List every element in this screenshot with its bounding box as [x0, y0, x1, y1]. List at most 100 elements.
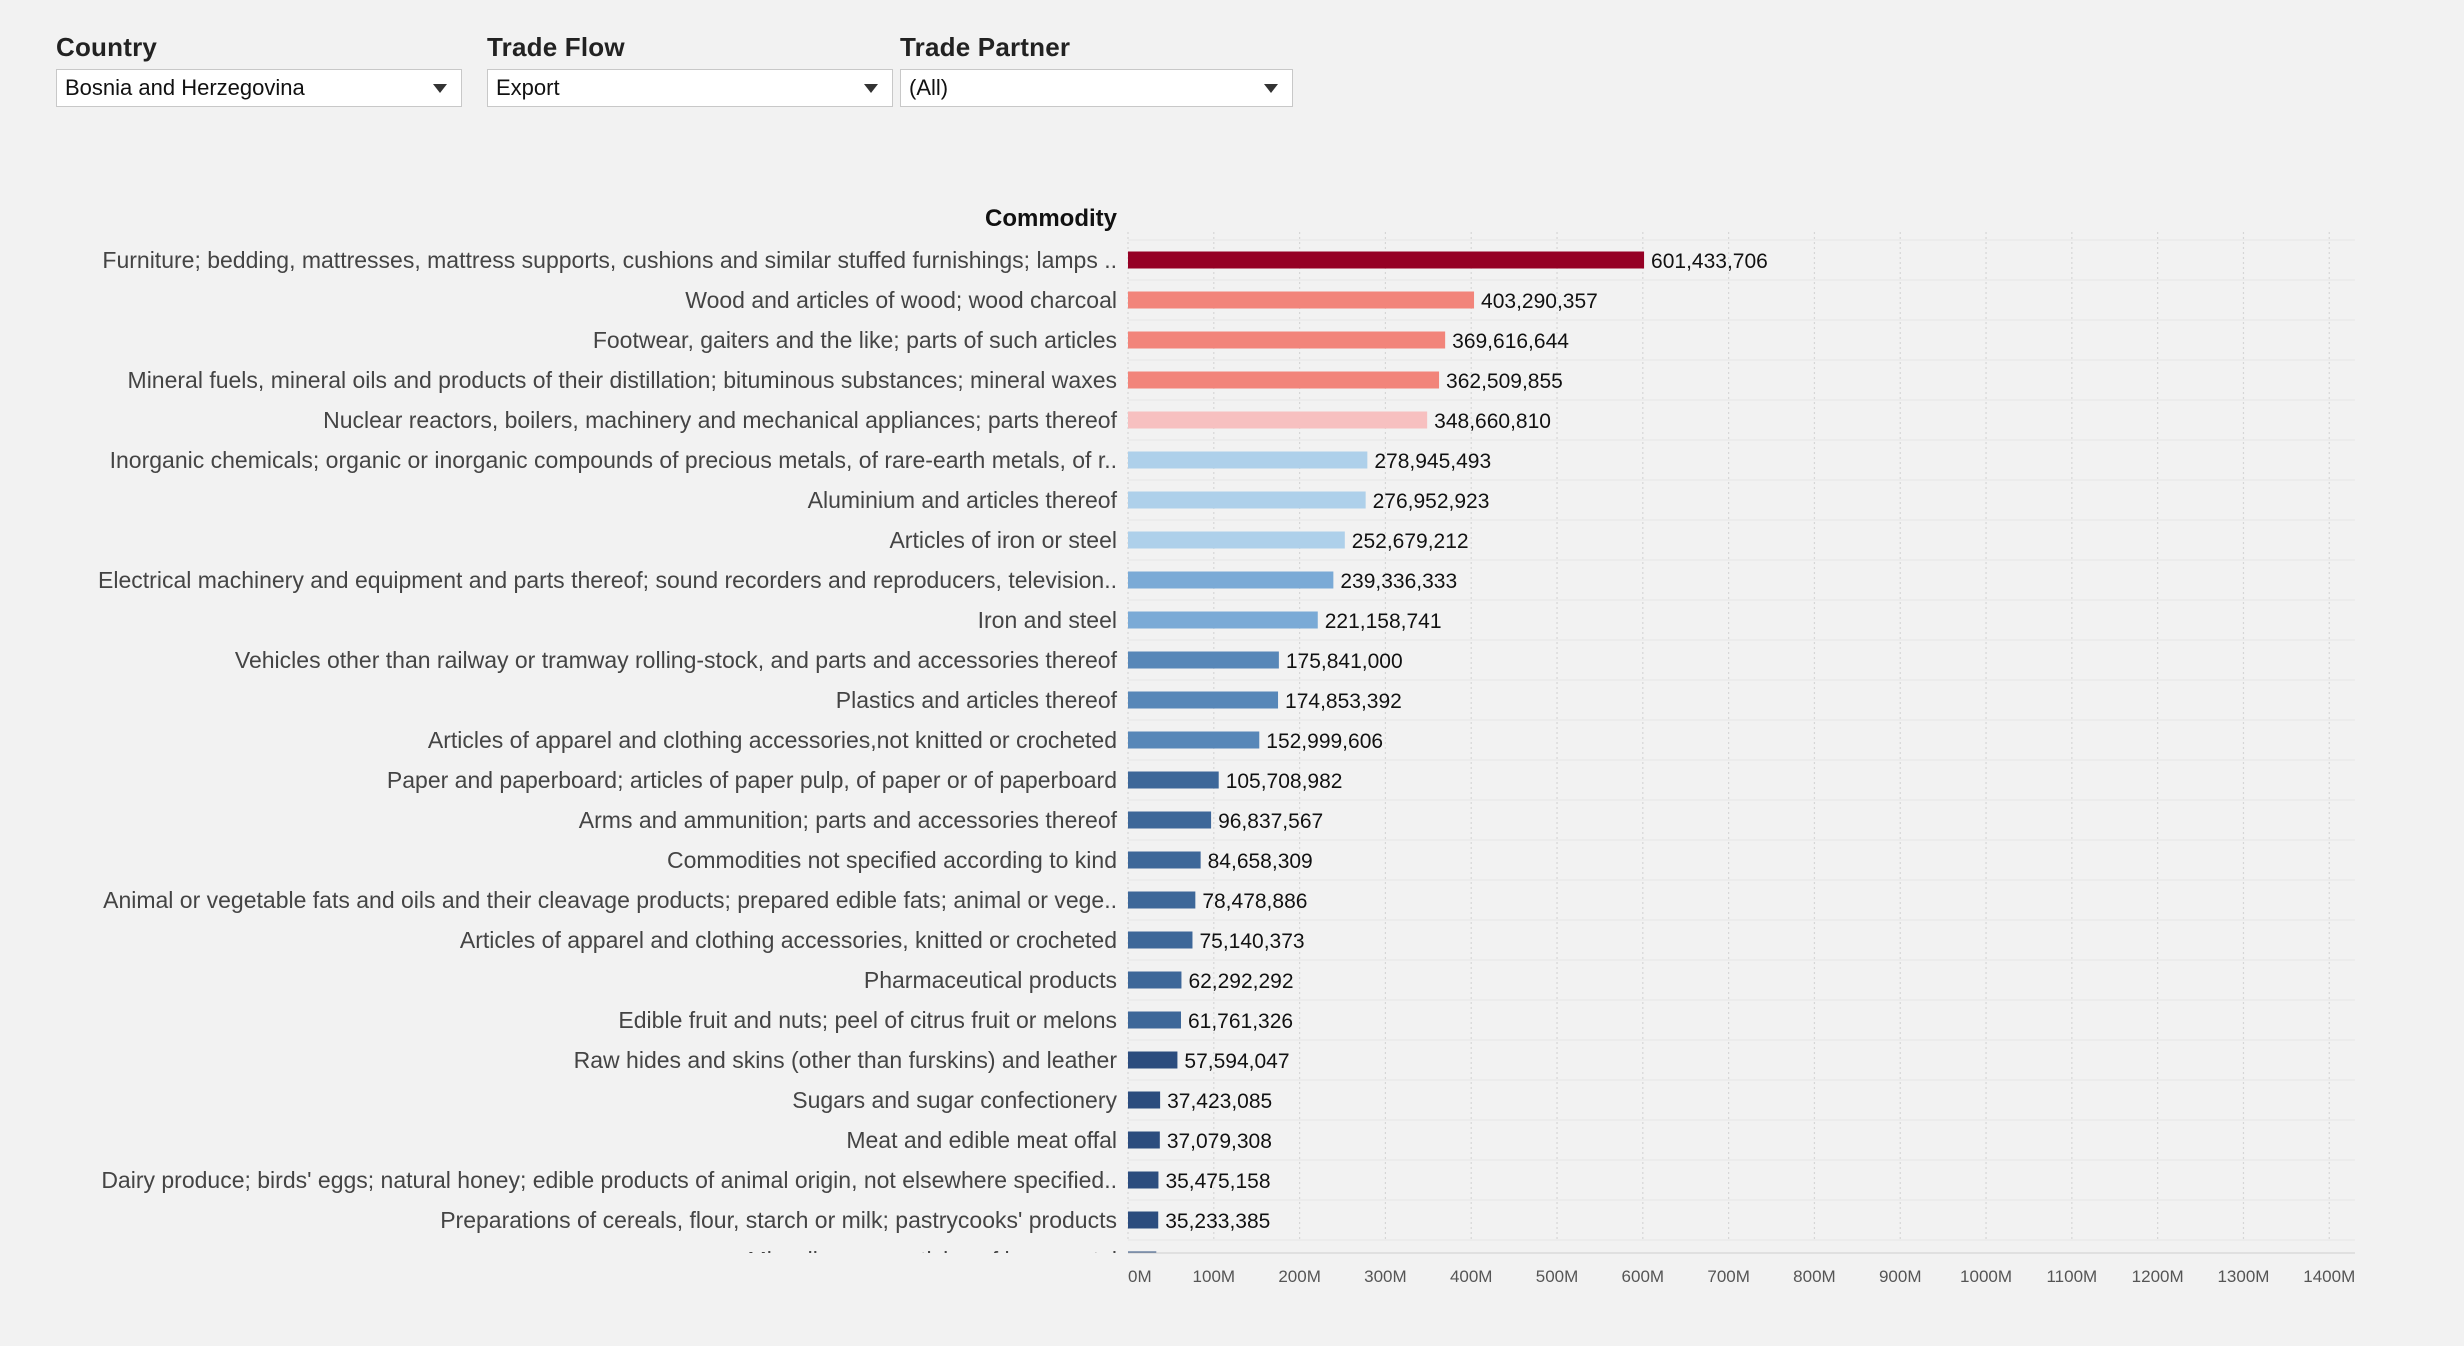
bar-row[interactable]: Articles of apparel and clothing accesso… [460, 927, 1305, 953]
value-label: 152,999,606 [1266, 730, 1383, 753]
value-label: 32,976,889 [1163, 1250, 1268, 1273]
category-label: Paper and paperboard; articles of paper … [387, 767, 1117, 793]
gridlines [1127, 232, 2355, 1241]
country-select-value: Bosnia and Herzegovina [65, 75, 305, 100]
bar[interactable] [1128, 851, 1201, 869]
bar-row[interactable]: Iron and steel 221,158,741 [978, 607, 1442, 633]
x-tick-label: 300M [1364, 1267, 1407, 1286]
value-label: 403,290,357 [1481, 290, 1598, 313]
bar-row[interactable]: Edible fruit and nuts; peel of citrus fr… [618, 1007, 1293, 1033]
bar[interactable] [1128, 811, 1212, 829]
category-label: Dairy produce; birds' eggs; natural hone… [101, 1167, 1117, 1193]
bar-row[interactable]: Sugars and sugar confectionery 37,423,085 [792, 1087, 1272, 1113]
value-label: 252,679,212 [1352, 530, 1469, 553]
country-select[interactable]: Bosnia and Herzegovina [56, 69, 462, 107]
trade-partner-select-value: (All) [909, 75, 949, 100]
bar[interactable] [1128, 651, 1279, 669]
category-label: Sugars and sugar confectionery [792, 1087, 1117, 1113]
bar[interactable] [1128, 1251, 1157, 1269]
chevron-down-icon [1264, 84, 1278, 93]
bar[interactable] [1128, 251, 1645, 269]
value-label: 57,594,047 [1184, 1050, 1289, 1073]
value-label: 35,475,158 [1165, 1170, 1270, 1193]
category-label: Animal or vegetable fats and oils and th… [103, 887, 1117, 913]
chevron-down-icon [864, 84, 878, 93]
bar[interactable] [1128, 931, 1193, 949]
category-header: Commodity [985, 205, 1118, 232]
bar-row[interactable]: Dairy produce; birds' eggs; natural hone… [101, 1167, 1270, 1193]
bar-row[interactable]: Plastics and articles thereof 174,853,392 [836, 687, 1402, 713]
bar[interactable] [1128, 971, 1182, 989]
x-tick-label: 1200M [2132, 1267, 2184, 1286]
bar-row[interactable]: Preparations of cereals, flour, starch o… [440, 1207, 1270, 1233]
category-label: Aluminium and articles thereof [808, 487, 1118, 513]
bar[interactable] [1128, 891, 1196, 909]
value-label: 175,841,000 [1286, 650, 1403, 673]
value-label: 369,616,644 [1452, 330, 1569, 353]
bar[interactable] [1128, 691, 1279, 709]
value-label: 221,158,741 [1325, 610, 1442, 633]
bar[interactable] [1128, 1211, 1159, 1229]
bar[interactable] [1128, 291, 1475, 309]
bar-row[interactable]: Wood and articles of wood; wood charcoal… [685, 287, 1598, 313]
trade-flow-filter: Trade Flow Export [487, 32, 893, 107]
bar[interactable] [1128, 451, 1368, 469]
bar-row[interactable]: Nuclear reactors, boilers, machinery and… [323, 407, 1551, 433]
bar-row[interactable]: Mineral fuels, mineral oils and products… [128, 367, 1563, 393]
bar-row[interactable]: Electrical machinery and equipment and p… [98, 567, 1457, 593]
value-label: 37,423,085 [1167, 1090, 1272, 1113]
bar-row[interactable]: Paper and paperboard; articles of paper … [387, 767, 1343, 793]
bar-row[interactable]: Commodities not specified according to k… [667, 847, 1313, 873]
value-label: 84,658,309 [1208, 850, 1313, 873]
category-label: Inorganic chemicals; organic or inorgani… [110, 447, 1117, 473]
bar-row[interactable]: Meat and edible meat offal 37,079,308 [846, 1127, 1272, 1153]
category-label: Vehicles other than railway or tramway r… [235, 647, 1118, 673]
bar[interactable] [1128, 491, 1366, 509]
bar[interactable] [1128, 411, 1428, 429]
bar[interactable] [1128, 1091, 1161, 1109]
category-label: Commodities not specified according to k… [667, 847, 1117, 873]
value-label: 75,140,373 [1199, 930, 1304, 953]
bar[interactable] [1128, 1011, 1181, 1029]
value-label: 105,708,982 [1226, 770, 1343, 793]
category-label: Pharmaceutical products [864, 967, 1117, 993]
category-label: Mineral fuels, mineral oils and products… [128, 367, 1117, 393]
trade-partner-filter-label: Trade Partner [900, 32, 1071, 62]
category-label: Electrical machinery and equipment and p… [98, 567, 1117, 593]
category-label: Edible fruit and nuts; peel of citrus fr… [618, 1007, 1117, 1033]
bar[interactable] [1128, 771, 1219, 789]
category-label: Meat and edible meat offal [846, 1127, 1117, 1153]
bar[interactable] [1128, 731, 1260, 749]
trade-flow-select[interactable]: Export [487, 69, 893, 107]
bar-row[interactable]: Footwear, gaiters and the like; parts of… [593, 327, 1569, 353]
bar[interactable] [1128, 1171, 1159, 1189]
chevron-down-icon [433, 84, 447, 93]
bar-row[interactable]: Arms and ammunition; parts and accessori… [579, 807, 1323, 833]
category-label: Articles of iron or steel [889, 527, 1117, 553]
bar-row[interactable]: Aluminium and articles thereof 276,952,92… [808, 487, 1490, 513]
bar[interactable] [1128, 611, 1318, 629]
bar-row[interactable]: Inorganic chemicals; organic or inorgani… [110, 447, 1492, 473]
bar-row[interactable]: Articles of apparel and clothing accesso… [428, 727, 1383, 753]
category-label: Furniture; bedding, mattresses, mattress… [102, 247, 1117, 273]
bar[interactable] [1128, 571, 1334, 589]
x-tick-label: 900M [1879, 1267, 1922, 1286]
bar[interactable] [1128, 1131, 1160, 1149]
value-label: 348,660,810 [1434, 410, 1551, 433]
bar-row[interactable]: Animal or vegetable fats and oils and th… [103, 887, 1307, 913]
value-label: 61,761,326 [1188, 1010, 1293, 1033]
x-axis: 0M 100M 200M 300M 400M 500M 600M 700M 800M 900M 10… [1128, 1252, 2355, 1286]
bar[interactable] [1128, 531, 1345, 549]
x-tick-label: 400M [1450, 1267, 1493, 1286]
category-label: Raw hides and skins (other than furskins… [574, 1047, 1118, 1073]
bar[interactable] [1128, 331, 1446, 349]
trade-partner-select[interactable]: (All) [900, 69, 1293, 107]
bar-row[interactable]: Pharmaceutical products 62,292,292 [864, 967, 1294, 993]
bar-row[interactable]: Vehicles other than railway or tramway r… [235, 647, 1403, 673]
bar-row[interactable]: Raw hides and skins (other than furskins… [574, 1047, 1290, 1073]
bar-row[interactable]: Articles of iron or steel 252,679,212 [889, 527, 1468, 553]
bar-row[interactable]: Furniture; bedding, mattresses, mattress… [102, 247, 1767, 273]
bar[interactable] [1128, 371, 1440, 389]
bar-row[interactable]: Miscellaneous articles of base metal 32,9… [748, 1247, 1269, 1273]
bar[interactable] [1128, 1051, 1178, 1069]
